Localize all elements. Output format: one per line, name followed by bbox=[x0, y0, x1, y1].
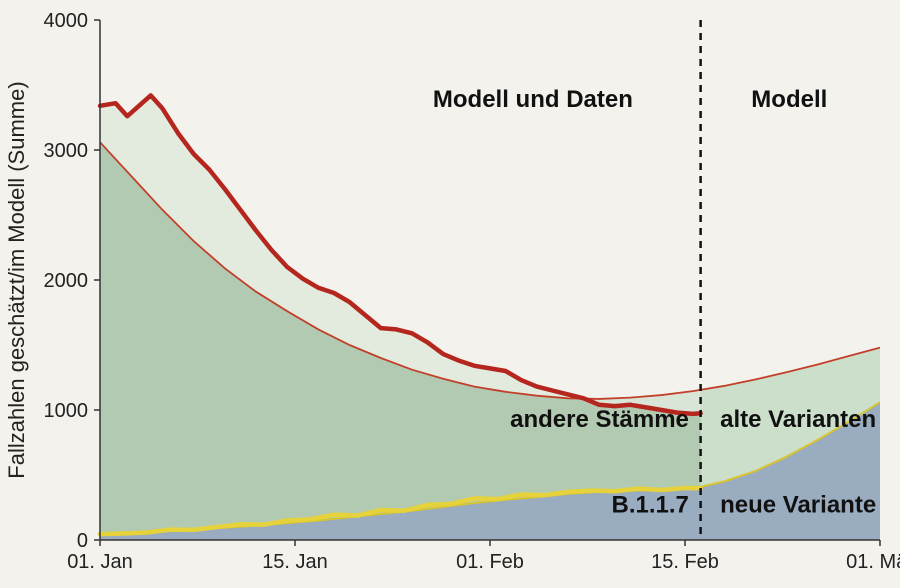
covid-variant-model-chart: 0 1000 2000 3000 4000 01. Jan 15. Jan 01. Feb 15… bbox=[0, 0, 900, 588]
annotation-left_mid: andere Stämme bbox=[510, 406, 689, 433]
y-axis-label: Fallzahlen geschätzt/im Modell (Summe) bbox=[4, 81, 29, 478]
annotation-left_bot: B.1.1.7 bbox=[612, 492, 689, 519]
y-tick-label: 0 bbox=[77, 530, 88, 552]
y-tick-label: 4000 bbox=[44, 10, 89, 32]
x-tick-label: 15. Feb bbox=[651, 551, 719, 573]
y-tick-label: 2000 bbox=[44, 270, 89, 292]
annotation-right_bot: neue Variante bbox=[720, 492, 876, 519]
annotation-right_mid: alte Varianten bbox=[720, 406, 876, 433]
y-tick-label: 1000 bbox=[44, 400, 89, 422]
annotation-left_top: Modell und Daten bbox=[433, 86, 633, 113]
x-tick-label: 01. Mär bbox=[846, 551, 900, 573]
x-tick-label: 01. Feb bbox=[456, 551, 524, 573]
x-tick-label: 01. Jan bbox=[67, 551, 133, 573]
y-tick-label: 3000 bbox=[44, 140, 89, 162]
x-tick-label: 15. Jan bbox=[262, 551, 328, 573]
annotation-right_top: Modell bbox=[751, 86, 827, 113]
